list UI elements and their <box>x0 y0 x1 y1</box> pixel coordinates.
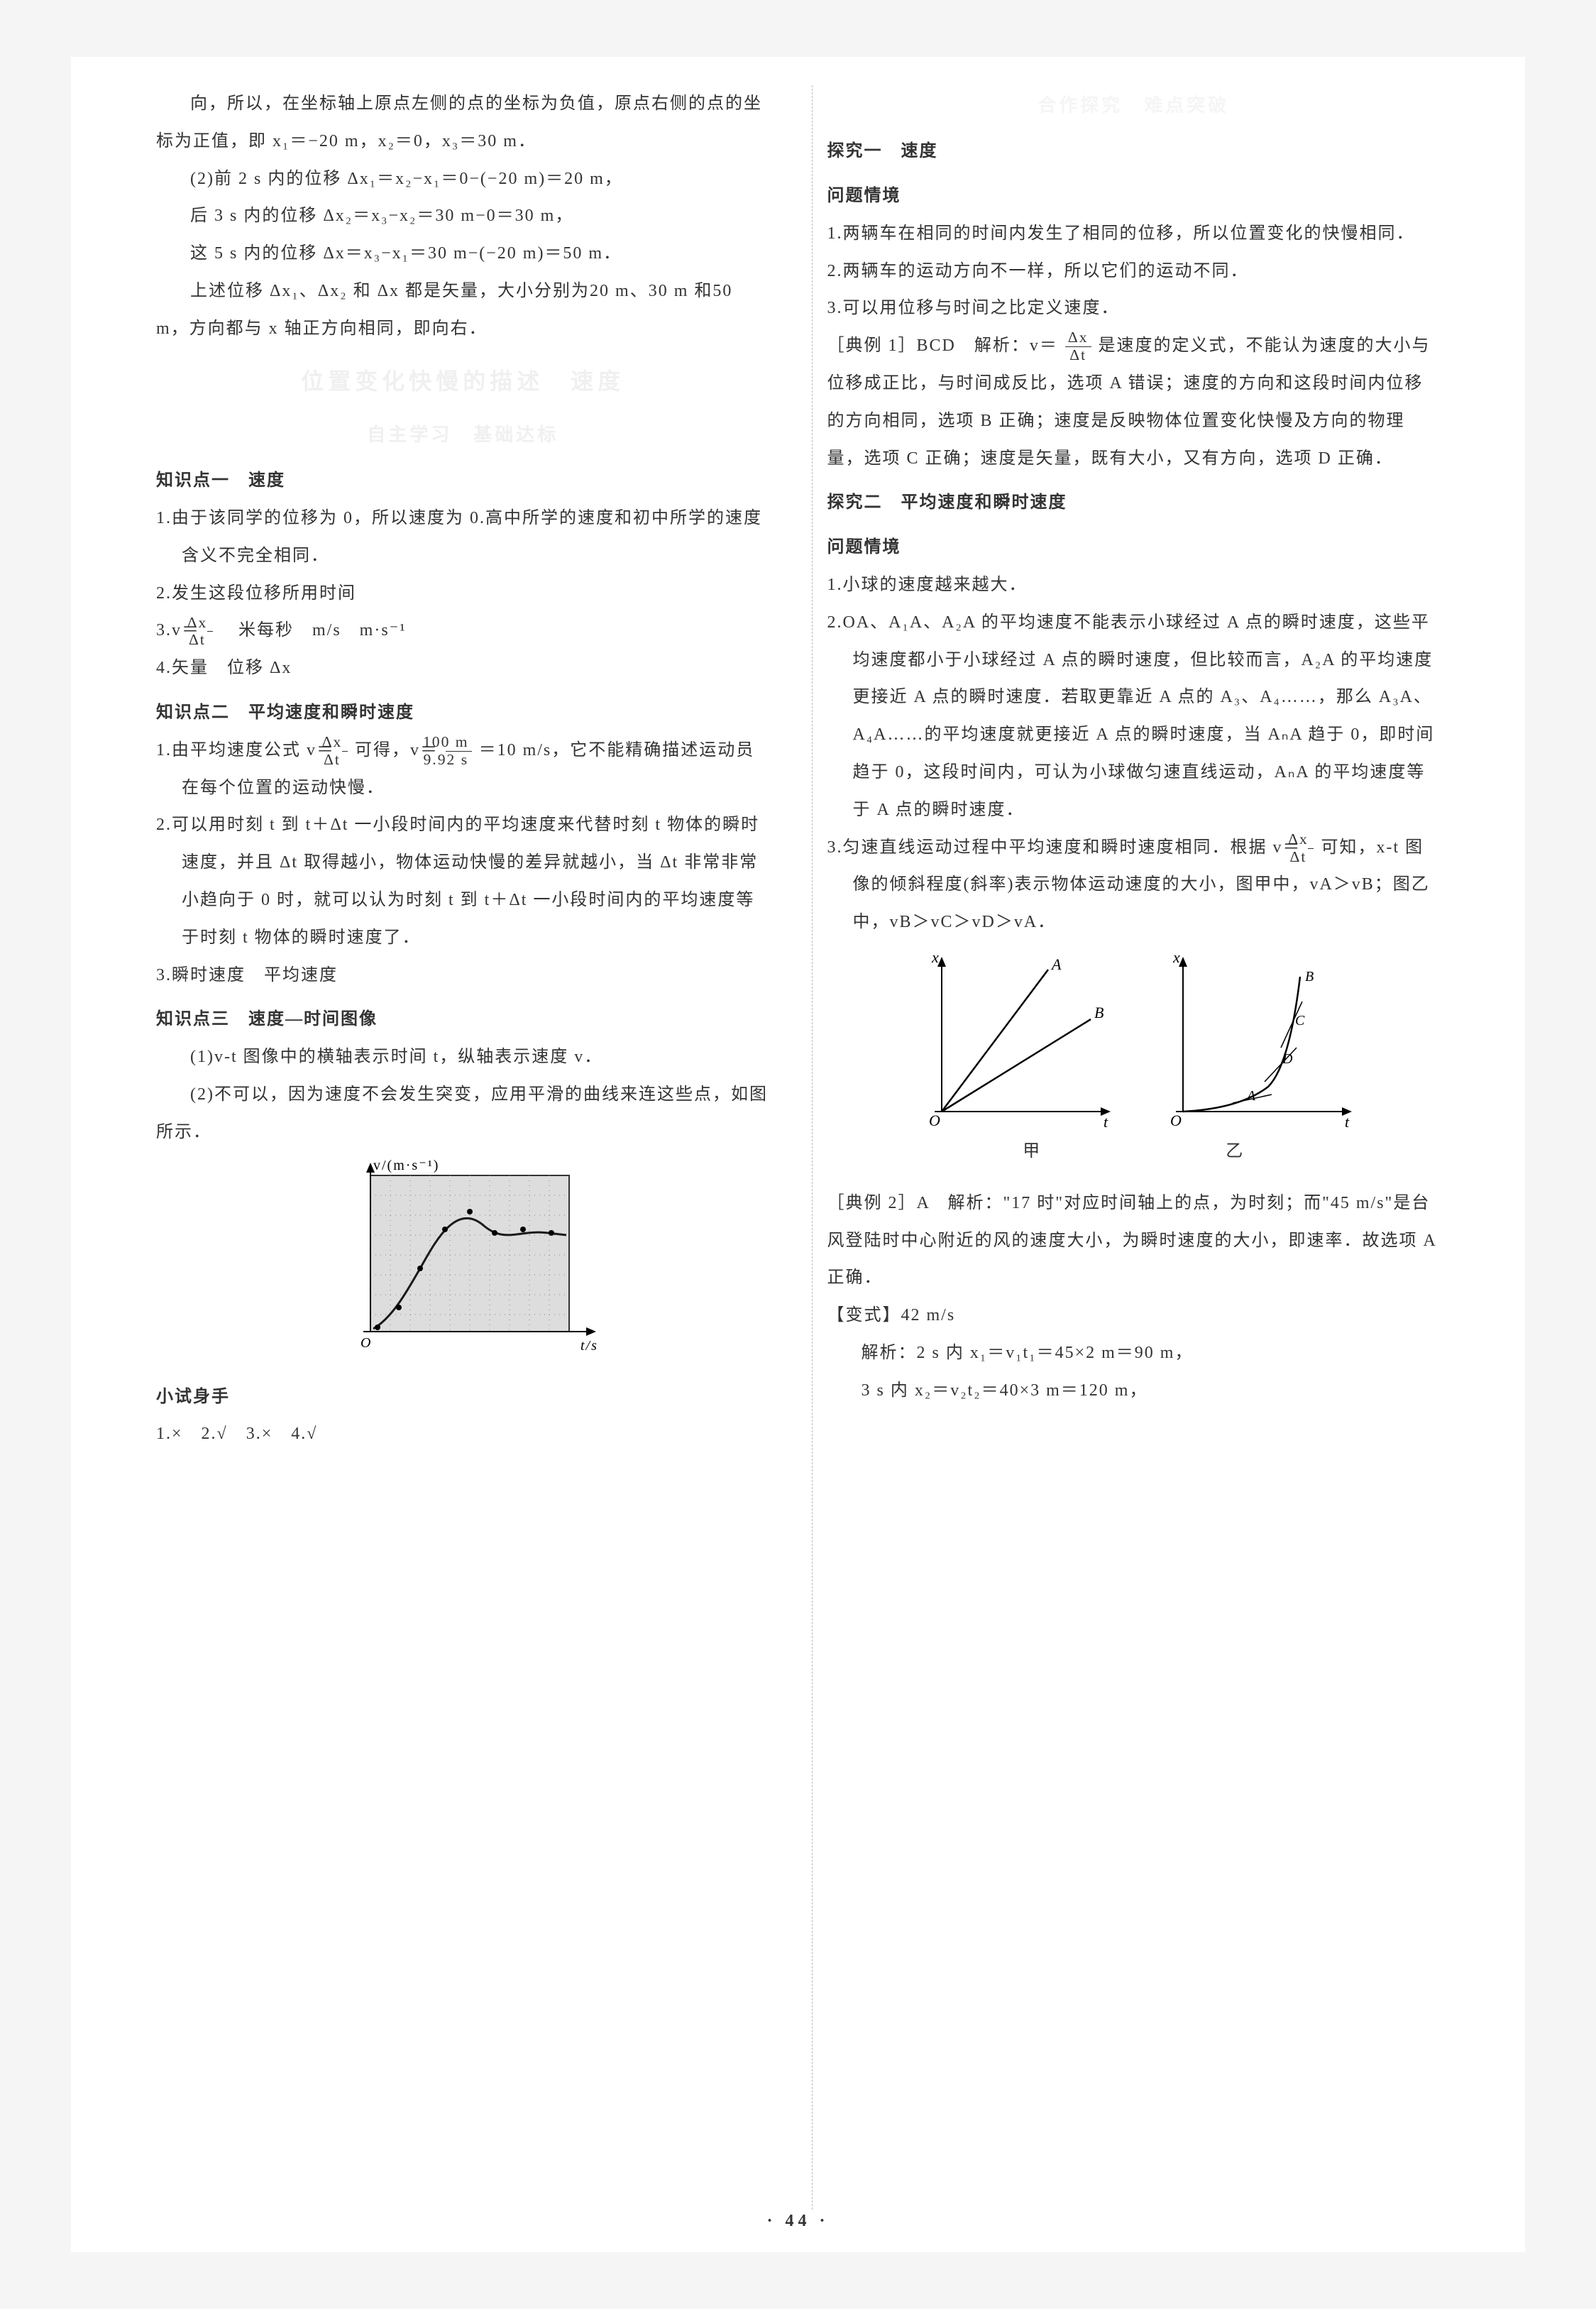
kpoint-1-head: 知识点一 速度 <box>156 462 769 500</box>
label-A: A <box>1050 955 1062 973</box>
label-D: D <box>1282 1051 1294 1067</box>
para: 2.发生这段位移所用时间 <box>156 575 769 613</box>
para: (2)不可以，因为速度不会发生突变，应用平滑的曲线来连这些点，如图所示． <box>156 1076 769 1151</box>
data-point <box>520 1227 526 1232</box>
frac-den: 9.92 s <box>446 752 472 769</box>
frac-den: Δt <box>1065 347 1091 364</box>
kpoint-2-head: 知识点二 平均速度和瞬时速度 <box>156 694 769 732</box>
para: 解析：2 s 内 x₁＝v₁t₁＝45×2 m＝90 m， <box>827 1334 1440 1372</box>
bianshi-head: 【变式】42 m/s <box>827 1297 1440 1334</box>
x-axis-label: t/s <box>580 1338 598 1354</box>
frac-num: Δx <box>342 734 348 752</box>
columns: 向，所以，在坐标轴上原点左侧的点的坐标为负值，原点右侧的点的坐标为正值，即 x₁… <box>156 85 1440 2210</box>
text: 3.匀速直线运动过程中平均速度和瞬时速度相同．根据 v＝ <box>827 838 1301 857</box>
graph-jia: x t O A B <box>906 948 1119 1133</box>
data-point <box>549 1230 554 1236</box>
x-axis-arrow-icon <box>586 1327 596 1336</box>
para: 向，所以，在坐标轴上原点左侧的点的坐标为负值，原点右侧的点的坐标为正值，即 x₁… <box>156 85 769 160</box>
para: 3.瞬时速度 平均速度 <box>156 957 769 994</box>
origin-label: O <box>929 1112 942 1129</box>
frac-num: Δx <box>1065 329 1091 347</box>
frac-den: Δt <box>342 752 348 769</box>
column-left: 向，所以，在坐标轴上原点左侧的点的坐标为负值，原点右侧的点的坐标为正值，即 x₁… <box>156 85 783 2210</box>
try-answers: 1.× 2.√ 3.× 4.√ <box>156 1415 769 1453</box>
y-axis-label: v/(m·s⁻¹) <box>373 1158 439 1173</box>
frac-num: Δx <box>1308 831 1314 849</box>
x-axis-label: t <box>1104 1113 1109 1131</box>
text: 米每秒 m/s m·s⁻¹ <box>220 621 407 640</box>
frac-den: Δt <box>1308 849 1314 866</box>
para: 3.匀速直线运动过程中平均速度和瞬时速度相同．根据 v＝ Δx Δt 可知，x-… <box>827 829 1440 941</box>
para: 这 5 s 内的位移 Δx＝x₃−x₁＝30 m−(−20 m)＝50 m． <box>156 235 769 273</box>
fraction-dx-dt: Δx Δt <box>1308 831 1314 866</box>
data-point <box>467 1209 473 1214</box>
frac-num: 100 m <box>446 734 472 752</box>
para: 2.两辆车的运动方向不一样，所以它们的运动不同． <box>827 253 1440 290</box>
column-right: 合作探究 难点突破 探究一 速度 问题情境 1.两辆车在相同的时间内发生了相同的… <box>812 85 1440 2210</box>
para: 1.由平均速度公式 v＝ Δx Δt 可得，v＝ 100 m 9.92 s ＝1… <box>156 732 769 807</box>
para: 上述位移 Δx₁、Δx₂ 和 Δx 都是矢量，大小分别为20 m、30 m 和5… <box>156 273 769 348</box>
frac-den: Δt <box>207 632 213 649</box>
faint-title: 位置变化快慢的描述 速度 <box>156 356 769 406</box>
frac-num: Δx <box>207 615 213 632</box>
caption-jia: 甲 <box>1023 1133 1041 1170</box>
vt-graph-svg: v/(m·s⁻¹) <box>314 1158 612 1371</box>
kpoint-3-head: 知识点三 速度—时间图像 <box>156 1001 769 1038</box>
wenti-1-head: 问题情境 <box>827 177 1440 215</box>
xt-graphs: x t O A B x t O A D C B <box>827 948 1440 1133</box>
y-axis-label: x <box>931 948 940 966</box>
data-point <box>396 1305 402 1310</box>
para: 1.两辆车在相同的时间内发生了相同的位移，所以位置变化的快慢相同． <box>827 215 1440 253</box>
origin-label: O <box>1170 1112 1183 1129</box>
para: 1.由于该同学的位移为 0，所以速度为 0.高中所学的速度和初中所学的速度含义不… <box>156 500 769 575</box>
data-point <box>375 1324 380 1330</box>
origin-label: O <box>361 1335 372 1351</box>
label-B: B <box>1305 969 1315 985</box>
data-point <box>417 1266 423 1271</box>
line-B <box>942 1019 1091 1112</box>
try-head: 小试身手 <box>156 1378 769 1416</box>
para: 3 s 内 x₂＝v₂t₂＝40×3 m＝120 m， <box>827 1372 1440 1410</box>
wenti-2-head: 问题情境 <box>827 529 1440 566</box>
para: 2.OA、A₁A、A₂A 的平均速度不能表示小球经过 A 点的瞬时速度，这些平均… <box>827 604 1440 829</box>
graph-yi: x t O A D C B <box>1148 948 1360 1133</box>
dianli-1: ［典例 1］BCD 解析：v＝ Δx Δt 是速度的定义式，不能认为速度的大小与… <box>827 327 1440 477</box>
label-B: B <box>1094 1004 1105 1021</box>
para: 4.矢量 位移 Δx <box>156 649 769 687</box>
faint-subtitle: 自主学习 基础达标 <box>156 415 769 455</box>
label-A: A <box>1245 1088 1257 1104</box>
line-A <box>942 970 1048 1112</box>
graph-captions: 甲 乙 <box>827 1133 1440 1170</box>
fraction-dx-dt: Δx Δt <box>207 615 213 649</box>
fraction-dx-dt: Δx Δt <box>342 734 348 769</box>
fraction-100-over-9p92: 100 m 9.92 s <box>446 734 472 769</box>
para: (1)v-t 图像中的横轴表示时间 t，纵轴表示速度 v． <box>156 1038 769 1076</box>
text: 是速度的定义式，不能认为速度的大小与位移成正比，与时间成反比，选项 A 错误；速… <box>827 336 1430 467</box>
tanjiu-2-head: 探究二 平均速度和瞬时速度 <box>827 484 1440 522</box>
vt-graph-figure: v/(m·s⁻¹) <box>156 1158 769 1371</box>
fraction-dx-dt: Δx Δt <box>1065 329 1091 364</box>
faint-right-head: 合作探究 难点突破 <box>827 85 1440 126</box>
page: 向，所以，在坐标轴上原点左侧的点的坐标为负值，原点右侧的点的坐标为正值，即 x₁… <box>71 57 1525 2252</box>
y-axis-label: x <box>1172 948 1182 966</box>
data-point <box>492 1230 497 1236</box>
para: 后 3 s 内的位移 Δx₂＝x₃−x₂＝30 m−0＝30 m， <box>156 197 769 235</box>
caption-yi: 乙 <box>1226 1133 1244 1170</box>
para: 1.小球的速度越来越大． <box>827 566 1440 604</box>
dianli-2: ［典例 2］A 解析："17 时"对应时间轴上的点，为时刻；而"45 m/s"是… <box>827 1185 1440 1297</box>
para: 3.可以用位移与时间之比定义速度． <box>827 290 1440 327</box>
page-number: · 44 · <box>71 2205 1525 2238</box>
para: 3.v＝ Δx Δt 米每秒 m/s m·s⁻¹ <box>156 612 769 649</box>
label-C: C <box>1295 1013 1306 1029</box>
x-axis-label: t <box>1345 1113 1350 1131</box>
para: 2.可以用时刻 t 到 t＋Δt 一小段时间内的平均速度来代替时刻 t 物体的瞬… <box>156 806 769 956</box>
tanjiu-1-head: 探究一 速度 <box>827 133 1440 170</box>
text: 1.由平均速度公式 v＝ <box>156 741 335 759</box>
text: ［典例 1］BCD 解析：v＝ <box>827 336 1057 355</box>
para: (2)前 2 s 内的位移 Δx₁＝x₂−x₁＝0−(−20 m)＝20 m， <box>156 160 769 198</box>
data-point <box>442 1227 448 1232</box>
